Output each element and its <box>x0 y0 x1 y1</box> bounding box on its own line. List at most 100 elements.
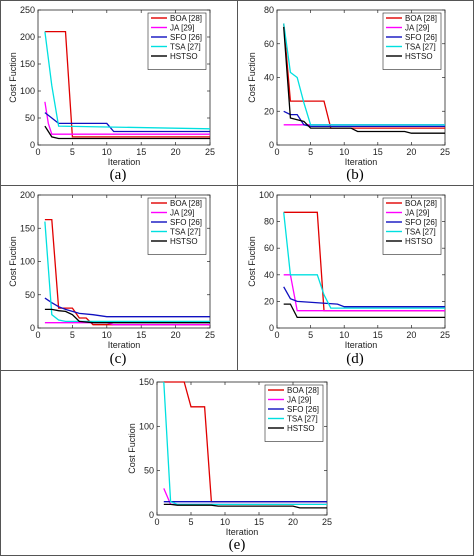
chart-panel-2: 0 5 10 15 20 25 0 20 40 60 80 Iteration Cost Fuction… <box>247 5 450 183</box>
legend-entry: JA [29] <box>405 24 429 33</box>
y-axis-label: Cost Fuction <box>247 236 257 287</box>
y-tick-label: 50 <box>144 466 154 476</box>
y-tick-label: 200 <box>20 32 35 42</box>
y-tick-label: 100 <box>139 421 154 431</box>
x-tick-label: 5 <box>308 147 313 157</box>
legend-entry: BOA [28] <box>405 199 437 208</box>
series-line-5 <box>44 125 210 140</box>
series-line-4 <box>283 23 445 126</box>
legend-entry: BOA [28] <box>287 386 319 395</box>
x-tick-label: 25 <box>322 517 332 527</box>
legend-entry: HSTSO <box>405 237 433 246</box>
legend-entry: TSA [27] <box>405 43 436 52</box>
legend-box <box>147 12 207 70</box>
panel-caption: (e) <box>229 537 246 553</box>
x-tick-label: 5 <box>70 147 75 157</box>
y-tick-label: 20 <box>264 296 274 306</box>
chart-panel-3: 0 5 10 15 20 25 0 50 100 150 200 Iteration Cost Fuct… <box>8 190 215 367</box>
series-line-3 <box>44 112 210 133</box>
series-line-4 <box>163 381 327 506</box>
legend-entry: JA [29] <box>170 209 194 218</box>
legend-box <box>382 197 442 255</box>
y-tick-label: 150 <box>20 59 35 69</box>
x-tick-label: 10 <box>102 147 112 157</box>
y-tick-label: 0 <box>269 140 274 150</box>
series-line-5 <box>283 303 445 319</box>
x-tick-label: 25 <box>205 147 215 157</box>
series-line-5 <box>163 503 327 509</box>
x-tick-label: 20 <box>288 517 298 527</box>
y-tick-label: 250 <box>20 5 35 15</box>
legend-box <box>147 197 207 255</box>
series-line-5 <box>283 26 445 134</box>
x-tick-label: 15 <box>254 517 264 527</box>
y-tick-label: 150 <box>20 223 35 233</box>
legend-entry: SFO [26] <box>405 218 437 227</box>
legend-entry: HSTSO <box>170 237 198 246</box>
x-tick-label: 15 <box>136 147 146 157</box>
legend: BOA [28]JA [29]SFO [26]TSA [27]HSTSO <box>382 12 442 70</box>
x-axis-label: Iteration <box>345 340 378 350</box>
y-tick-label: 0 <box>149 510 154 520</box>
series-line-4 <box>283 212 445 309</box>
legend-entry: JA [29] <box>287 396 311 405</box>
legend-entry: SFO [26] <box>170 218 202 227</box>
legend-entry: SFO [26] <box>287 405 319 414</box>
legend-entry: TSA [27] <box>287 415 318 424</box>
x-tick-label: 0 <box>35 330 40 340</box>
x-tick-label: 20 <box>406 147 416 157</box>
x-tick-label: 15 <box>136 330 146 340</box>
x-tick-label: 0 <box>274 330 279 340</box>
y-tick-label: 100 <box>259 190 274 200</box>
legend: BOA [28]JA [29]SFO [26]TSA [27]HSTSO <box>147 12 207 70</box>
series-line-4 <box>44 221 210 323</box>
x-tick-label: 10 <box>102 330 112 340</box>
legend: BOA [28]JA [29]SFO [26]TSA [27]HSTSO <box>382 197 442 255</box>
legend-entry: BOA [28] <box>170 199 202 208</box>
series-line-1 <box>283 23 445 129</box>
series-line-3 <box>44 297 210 318</box>
legend-entry: HSTSO <box>170 52 198 61</box>
y-tick-label: 50 <box>25 290 35 300</box>
y-tick-label: 100 <box>20 257 35 267</box>
x-tick-label: 15 <box>373 147 383 157</box>
x-tick-label: 20 <box>406 330 416 340</box>
chart-panel-4: 0 5 10 15 20 25 0 20 40 60 80 100 Iteration Cost Fuct… <box>247 190 450 367</box>
x-tick-label: 0 <box>274 147 279 157</box>
y-tick-label: 40 <box>264 270 274 280</box>
y-axis-label: Cost Fuction <box>247 52 257 103</box>
legend-entry: HSTSO <box>287 424 315 433</box>
x-tick-label: 25 <box>440 147 450 157</box>
y-axis-label: Cost Fuction <box>127 423 137 474</box>
legend-entry: JA [29] <box>170 24 194 33</box>
chart-panel-5: 0 5 10 15 20 25 0 50 100 150 Iteration Cost Fuction… <box>127 377 332 553</box>
panel-caption: (b) <box>346 167 364 183</box>
x-axis-label: Iteration <box>226 527 259 537</box>
y-tick-label: 60 <box>264 39 274 49</box>
y-tick-label: 0 <box>30 140 35 150</box>
x-axis-label: Iteration <box>345 157 378 167</box>
legend-entry: TSA [27] <box>170 43 201 52</box>
legend-entry: BOA [28] <box>170 14 202 23</box>
x-tick-label: 15 <box>373 330 383 340</box>
legend-entry: BOA [28] <box>405 14 437 23</box>
legend-entry: SFO [26] <box>170 33 202 42</box>
x-axis-label: Iteration <box>108 340 141 350</box>
x-tick-label: 10 <box>339 330 349 340</box>
legend-entry: JA [29] <box>405 209 429 218</box>
series-line-4 <box>44 31 211 130</box>
x-tick-label: 0 <box>35 147 40 157</box>
legend-entry: TSA [27] <box>405 228 436 237</box>
series-line-5 <box>44 308 210 324</box>
legend: BOA [28]JA [29]SFO [26]TSA [27]HSTSO <box>264 384 324 442</box>
series-line-1 <box>44 30 210 138</box>
legend-entry: SFO [26] <box>405 33 437 42</box>
y-tick-label: 150 <box>139 377 154 387</box>
legend: BOA [28]JA [29]SFO [26]TSA [27]HSTSO <box>147 197 207 255</box>
x-tick-label: 25 <box>205 330 215 340</box>
x-tick-label: 10 <box>220 517 230 527</box>
y-tick-label: 60 <box>264 243 274 253</box>
y-tick-label: 0 <box>30 323 35 333</box>
series-line-3 <box>283 110 445 128</box>
